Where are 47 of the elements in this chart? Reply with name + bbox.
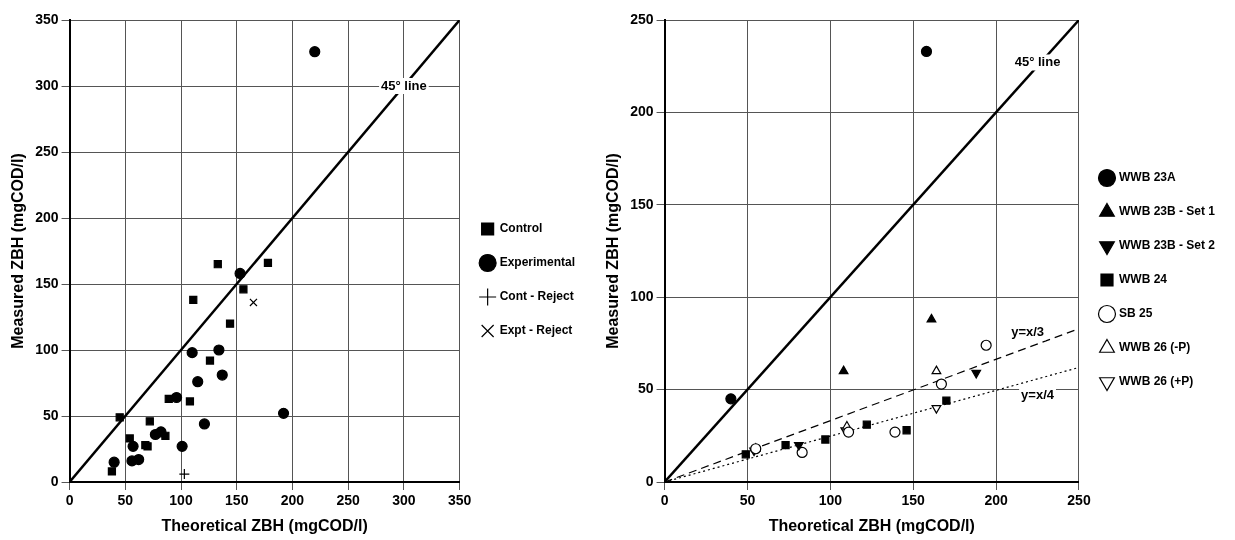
x-tick-label: 100 (169, 492, 193, 509)
x-axis-title: Theoretical ZBH (mgCOD/l) (161, 516, 368, 534)
y-tick-label: 100 (35, 340, 59, 357)
legend-label: Control (499, 221, 543, 236)
x-tick-label: 350 (447, 492, 472, 509)
x-tick-label: 50 (739, 492, 756, 509)
legend-label: WWB 26 (+P) (1118, 374, 1194, 389)
annotation: y=x/4 (1021, 386, 1055, 402)
y-tick-label: 50 (42, 406, 59, 423)
y-tick-label: 350 (35, 10, 59, 27)
y-tick-label: 300 (35, 76, 59, 93)
y-tick-label: 200 (35, 208, 59, 225)
y-tick-label: 250 (630, 10, 654, 27)
x-tick-label: 0 (660, 492, 669, 509)
y-tick-label: 0 (50, 472, 59, 489)
y-tick-label: 0 (645, 472, 654, 489)
x-axis-title: Theoretical ZBH (mgCOD/l) (768, 516, 975, 534)
y-tick-label: 200 (630, 103, 654, 120)
y-axis-title: Measured ZBH (mgCOD/l) (604, 153, 622, 349)
x-tick-label: 0 (65, 492, 74, 509)
annotation: 45° line (1014, 54, 1061, 70)
legend-label: WWB 24 (1118, 272, 1168, 287)
x-tick-label: 200 (280, 492, 305, 509)
legend-label: WWB 26 (-P) (1118, 340, 1191, 355)
legend-label: WWB 23B - Set 1 (1118, 204, 1216, 219)
legend-label: Expt - Reject (499, 323, 573, 338)
legend-label: WWB 23A (1118, 170, 1176, 185)
x-tick-label: 100 (818, 492, 843, 509)
legend-label: Cont - Reject (499, 289, 574, 304)
legend-label: SB 25 (1118, 306, 1153, 321)
y-tick-label: 50 (637, 380, 654, 397)
x-tick-label: 250 (336, 492, 361, 509)
x-tick-label: 150 (225, 492, 249, 509)
legend-label: Experimental (499, 255, 576, 270)
x-tick-label: 300 (392, 492, 416, 509)
annotation: 45° line (381, 77, 427, 93)
legend-label: WWB 23B - Set 2 (1118, 238, 1216, 253)
x-tick-label: 250 (1067, 492, 1091, 509)
y-tick-label: 150 (630, 195, 654, 212)
x-tick-label: 150 (901, 492, 926, 509)
x-tick-label: 50 (117, 492, 134, 509)
y-axis-title: Measured ZBH (mgCOD/l) (9, 153, 27, 349)
y-tick-label: 100 (630, 288, 654, 305)
annotation: y=x/3 (1011, 323, 1045, 339)
x-tick-label: 200 (984, 492, 1008, 509)
y-tick-label: 250 (35, 142, 59, 159)
y-tick-label: 150 (35, 274, 59, 291)
